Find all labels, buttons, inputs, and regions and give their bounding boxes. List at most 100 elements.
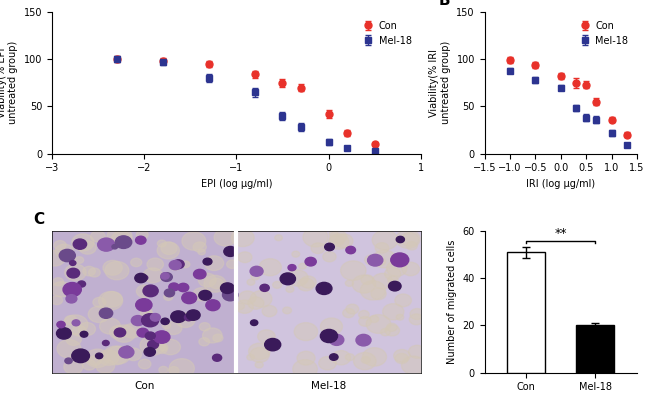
Circle shape — [385, 268, 401, 280]
Circle shape — [292, 360, 317, 378]
Circle shape — [236, 300, 254, 313]
Circle shape — [70, 260, 76, 265]
Circle shape — [231, 229, 254, 247]
Circle shape — [222, 289, 238, 301]
Circle shape — [169, 283, 179, 291]
Circle shape — [288, 264, 296, 271]
Circle shape — [316, 282, 332, 294]
Circle shape — [136, 285, 153, 298]
Circle shape — [182, 292, 197, 304]
Legend: Con, Mel-18: Con, Mel-18 — [575, 17, 632, 50]
Circle shape — [115, 236, 132, 248]
Circle shape — [111, 232, 132, 247]
Circle shape — [330, 335, 344, 345]
Circle shape — [375, 243, 389, 253]
Y-axis label: Number of migrated cells: Number of migrated cells — [447, 240, 457, 364]
Circle shape — [73, 239, 86, 249]
Circle shape — [389, 281, 401, 291]
Circle shape — [169, 260, 181, 270]
Circle shape — [72, 320, 80, 326]
Circle shape — [318, 356, 336, 370]
Circle shape — [103, 341, 109, 345]
Circle shape — [63, 283, 81, 296]
Circle shape — [103, 346, 127, 365]
Circle shape — [286, 286, 294, 292]
Circle shape — [359, 316, 372, 326]
Circle shape — [363, 348, 387, 366]
Legend: Con, Mel-18: Con, Mel-18 — [359, 17, 416, 50]
Circle shape — [161, 242, 177, 254]
Circle shape — [57, 322, 65, 328]
Circle shape — [361, 275, 374, 285]
Circle shape — [255, 362, 263, 368]
Circle shape — [157, 240, 166, 247]
Circle shape — [114, 328, 125, 337]
Circle shape — [171, 311, 186, 322]
Circle shape — [83, 266, 96, 276]
Circle shape — [239, 291, 256, 304]
Circle shape — [164, 289, 174, 297]
Circle shape — [257, 330, 275, 343]
Circle shape — [370, 315, 379, 322]
Circle shape — [259, 259, 281, 276]
Circle shape — [236, 303, 244, 309]
Circle shape — [136, 236, 146, 244]
Circle shape — [148, 341, 159, 349]
Circle shape — [248, 343, 270, 360]
Circle shape — [368, 254, 383, 266]
Circle shape — [181, 261, 190, 268]
Circle shape — [67, 268, 79, 278]
Circle shape — [53, 278, 64, 286]
Circle shape — [330, 235, 344, 246]
Circle shape — [142, 275, 148, 280]
Circle shape — [51, 296, 62, 305]
Circle shape — [298, 263, 306, 269]
Circle shape — [138, 359, 151, 369]
Circle shape — [154, 331, 170, 343]
Circle shape — [176, 313, 195, 328]
Circle shape — [162, 322, 171, 328]
Text: **: ** — [554, 227, 567, 240]
Circle shape — [323, 252, 336, 262]
Circle shape — [273, 281, 281, 288]
Circle shape — [125, 348, 142, 360]
Circle shape — [376, 258, 385, 265]
Circle shape — [142, 314, 159, 327]
Circle shape — [99, 292, 123, 310]
Circle shape — [66, 295, 77, 303]
Circle shape — [57, 328, 72, 339]
Circle shape — [96, 353, 103, 359]
Circle shape — [119, 346, 134, 358]
Circle shape — [343, 309, 355, 318]
Circle shape — [247, 279, 255, 285]
Circle shape — [205, 256, 224, 271]
Circle shape — [93, 297, 106, 307]
Circle shape — [107, 227, 132, 246]
Circle shape — [320, 318, 343, 335]
Circle shape — [251, 273, 259, 280]
Circle shape — [66, 334, 81, 345]
Circle shape — [320, 329, 337, 343]
Text: Con: Con — [134, 381, 154, 391]
Circle shape — [99, 318, 120, 334]
Circle shape — [335, 234, 353, 248]
Circle shape — [178, 284, 188, 292]
Circle shape — [198, 249, 205, 255]
Circle shape — [352, 275, 376, 293]
Circle shape — [303, 228, 328, 247]
Circle shape — [300, 276, 316, 288]
Circle shape — [102, 292, 122, 307]
Circle shape — [371, 288, 386, 300]
Circle shape — [329, 234, 349, 249]
Circle shape — [396, 314, 404, 320]
Circle shape — [187, 310, 200, 320]
Circle shape — [396, 237, 404, 243]
Circle shape — [99, 308, 112, 318]
Circle shape — [99, 350, 119, 365]
Circle shape — [410, 309, 424, 320]
Circle shape — [387, 323, 397, 331]
Circle shape — [410, 314, 424, 325]
Circle shape — [79, 241, 96, 254]
Circle shape — [213, 334, 223, 342]
Bar — [52, 231, 237, 373]
